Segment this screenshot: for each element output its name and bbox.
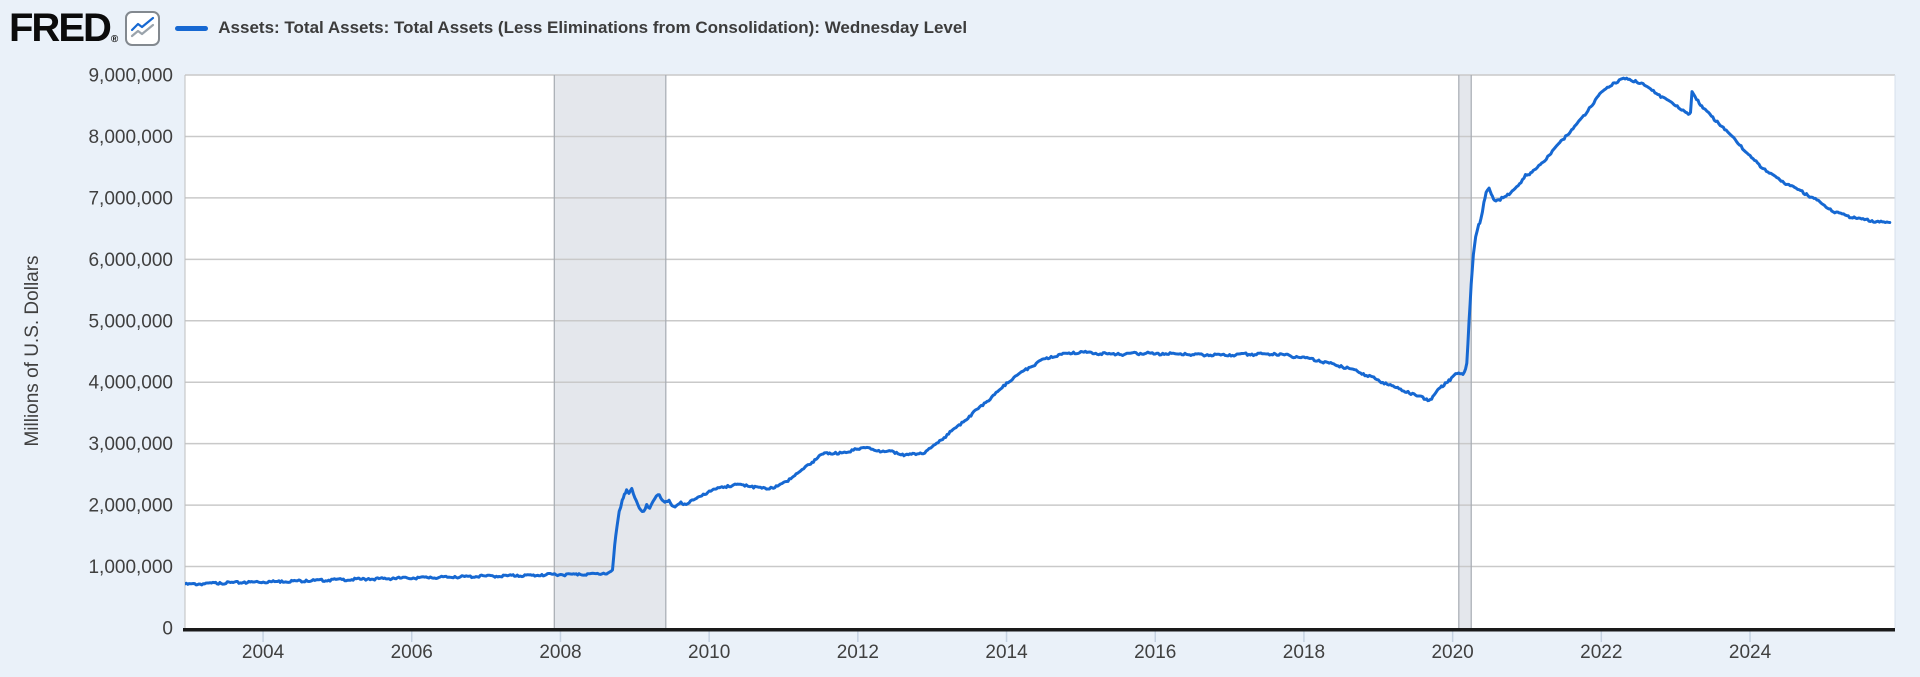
y-tick-label: 3,000,000 bbox=[88, 434, 173, 455]
fred-zigzag-chart-icon-graphic bbox=[131, 16, 155, 37]
x-tick-label: 2006 bbox=[391, 642, 433, 663]
x-tick-label: 2018 bbox=[1283, 642, 1325, 663]
series-line bbox=[185, 76, 1892, 587]
x-tick-label: 2012 bbox=[837, 642, 879, 663]
y-axis-title: Millions of U.S. Dollars bbox=[22, 255, 43, 446]
y-tick-label: 7,000,000 bbox=[88, 188, 173, 209]
y-tick-label: 9,000,000 bbox=[88, 66, 173, 87]
y-tick-label: 2,000,000 bbox=[88, 496, 173, 517]
recession-band bbox=[1458, 75, 1472, 628]
series-title: Assets: Total Assets: Total Assets (Less… bbox=[218, 18, 968, 37]
y-tick-label: 0 bbox=[162, 619, 173, 640]
fred-logo[interactable]: FRED ® bbox=[9, 8, 118, 48]
x-tick-label: 2010 bbox=[688, 642, 730, 663]
recession-band bbox=[554, 75, 666, 628]
x-tick-label: 2016 bbox=[1134, 642, 1176, 663]
y-tick-label: 4,000,000 bbox=[88, 373, 173, 394]
y-tick-label: 8,000,000 bbox=[88, 127, 173, 148]
y-tick-label: 5,000,000 bbox=[88, 311, 173, 332]
x-tick-label: 2004 bbox=[242, 642, 285, 663]
y-tick-label: 6,000,000 bbox=[88, 250, 173, 271]
x-tick-label: 2022 bbox=[1580, 642, 1622, 663]
x-tick-label: 2008 bbox=[539, 642, 581, 663]
registered-trademark-mark: ® bbox=[110, 34, 119, 45]
y-tick-label: 1,000,000 bbox=[88, 557, 173, 578]
x-tick-label: 2014 bbox=[985, 642, 1028, 663]
legend-line-swatch bbox=[175, 25, 209, 31]
fred-logo-text: FRED bbox=[9, 6, 112, 50]
x-tick-label: 2024 bbox=[1729, 642, 1772, 663]
x-tick-label: 2020 bbox=[1431, 642, 1473, 663]
plot-area[interactable] bbox=[185, 75, 1895, 628]
chart-header: FRED ® Assets: Total Assets: Total Assets… bbox=[9, 6, 967, 50]
fred-zigzag-chart-icon[interactable] bbox=[125, 10, 161, 46]
